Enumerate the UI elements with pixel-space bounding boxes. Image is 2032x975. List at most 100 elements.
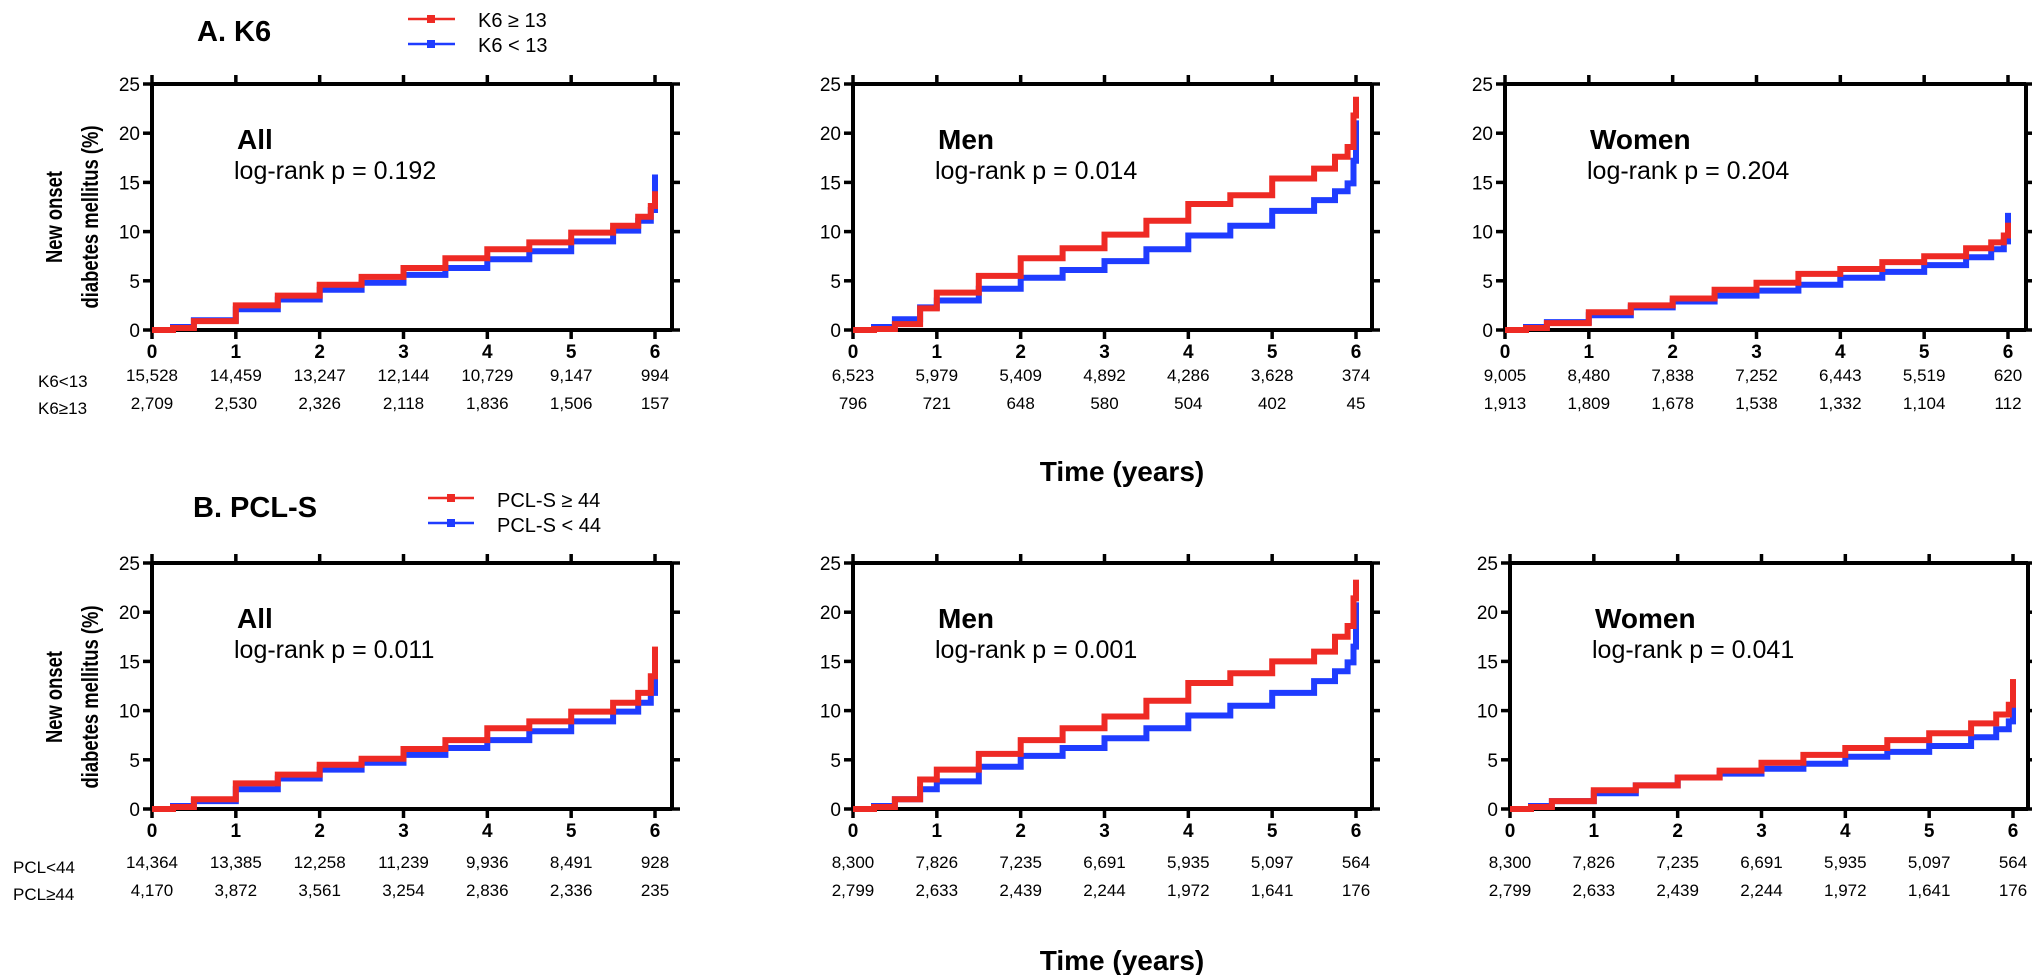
y-tick-label: 20	[1477, 603, 1498, 624]
at-risk-value: 45	[1347, 394, 1366, 413]
x-tick-label: 3	[1099, 821, 1110, 842]
at-risk-value: 2,439	[1656, 881, 1699, 900]
legend-b: PCL-S ≥ 44 PCL-S < 44	[428, 490, 601, 537]
y-tick-label: 5	[1487, 751, 1498, 772]
series-line-low	[853, 123, 1359, 333]
y-tick-label: 10	[119, 223, 140, 244]
at-risk-value: 176	[1999, 881, 2027, 900]
y-tick-label: 20	[119, 124, 140, 145]
at-risk-value: 2,836	[466, 881, 509, 900]
panel-title: Women	[1590, 124, 1691, 155]
at-risk-value: 2,709	[131, 394, 174, 413]
section-title-a: A. K6	[197, 16, 271, 48]
y-tick-label: 0	[830, 800, 841, 821]
at-risk-value: 5,935	[1167, 853, 1210, 872]
panel-title: Men	[938, 124, 994, 155]
x-tick-label: 4	[1835, 342, 1846, 363]
panel-annotation: log-rank p = 0.192	[234, 157, 436, 185]
legend-b-red-marker	[447, 494, 455, 502]
legend-b-blue-label: PCL-S < 44	[497, 515, 601, 537]
at-risk-value: 2,530	[215, 394, 258, 413]
at-risk-value: 2,633	[1573, 881, 1616, 900]
panel-title: All	[237, 124, 273, 155]
at-risk-value: 7,235	[1656, 853, 1699, 872]
x-tick-label: 6	[1351, 821, 1362, 842]
at-risk-value: 5,935	[1824, 853, 1867, 872]
series-line-high	[1510, 682, 2016, 812]
series-end-marker	[1353, 579, 1359, 586]
panel-title: Men	[938, 603, 994, 634]
panel-title: Women	[1595, 603, 1696, 634]
x-tick-label: 4	[1840, 821, 1851, 842]
at-risk-value: 3,561	[298, 881, 341, 900]
risk-row-label-a-1: K6<13	[38, 372, 88, 391]
x-tick-label: 1	[231, 821, 242, 842]
y-tick-label: 10	[119, 702, 140, 723]
x-tick-label: 2	[1672, 821, 1683, 842]
at-risk-value: 14,364	[126, 853, 178, 872]
y-tick-label: 5	[129, 272, 140, 293]
at-risk-value: 8,491	[550, 853, 593, 872]
at-risk-value: 11,239	[378, 853, 429, 872]
at-risk-value: 6,523	[832, 366, 875, 385]
series-line-low	[1510, 702, 2016, 812]
at-risk-value: 1,678	[1651, 394, 1694, 413]
at-risk-value: 7,826	[1573, 853, 1616, 872]
at-risk-value: 2,439	[999, 881, 1042, 900]
x-tick-label: 6	[1351, 342, 1362, 363]
y-tick-label: 15	[1477, 652, 1498, 673]
y-tick-label: 25	[820, 75, 841, 96]
at-risk-value: 1,104	[1903, 394, 1946, 413]
legend-a-blue-label: K6 < 13	[478, 35, 548, 57]
at-risk-value: 5,979	[916, 366, 959, 385]
at-risk-value: 2,244	[1740, 881, 1783, 900]
xlabel-a: Time (years)	[1040, 456, 1204, 487]
series-line-high	[152, 649, 658, 812]
x-tick-label: 4	[1183, 342, 1194, 363]
at-risk-value: 7,235	[999, 853, 1042, 872]
y-tick-label: 0	[129, 800, 140, 821]
panel-annotation: log-rank p = 0.011	[234, 636, 434, 664]
at-risk-value: 1,538	[1735, 394, 1778, 413]
panel-annotation: log-rank p = 0.204	[1587, 157, 1789, 185]
at-risk-value: 176	[1342, 881, 1370, 900]
x-tick-label: 3	[398, 342, 409, 363]
y-tick-label: 25	[119, 554, 140, 575]
at-risk-value: 5,097	[1908, 853, 1951, 872]
x-tick-label: 6	[650, 342, 661, 363]
series-end-marker	[2010, 679, 2016, 686]
y-tick-label: 5	[830, 272, 841, 293]
series-line-low	[152, 661, 658, 812]
x-tick-label: 0	[848, 342, 859, 363]
at-risk-value: 1,506	[550, 394, 593, 413]
legend-a-red-marker	[427, 15, 435, 23]
legend-a-red-label: K6 ≥ 13	[478, 10, 547, 32]
series-end-marker	[652, 174, 658, 181]
at-risk-value: 8,480	[1568, 366, 1611, 385]
at-risk-value: 1,913	[1484, 394, 1527, 413]
y-tick-label: 0	[830, 321, 841, 342]
at-risk-value: 15,528	[126, 366, 178, 385]
x-tick-label: 2	[1015, 342, 1026, 363]
y-tick-label: 15	[119, 652, 140, 673]
y-tick-label: 25	[1472, 75, 1493, 96]
y-tick-label: 15	[119, 173, 140, 194]
y-tick-label: 25	[820, 554, 841, 575]
at-risk-value: 928	[641, 853, 669, 872]
at-risk-value: 721	[923, 394, 951, 413]
x-tick-label: 0	[147, 821, 158, 842]
x-tick-label: 4	[482, 342, 493, 363]
at-risk-value: 3,254	[382, 881, 425, 900]
x-tick-label: 1	[1584, 342, 1595, 363]
at-risk-value: 504	[1174, 394, 1202, 413]
at-risk-value: 1,836	[466, 394, 509, 413]
at-risk-value: 4,286	[1167, 366, 1210, 385]
x-tick-label: 5	[1267, 342, 1278, 363]
at-risk-value: 1,332	[1819, 394, 1862, 413]
x-tick-label: 2	[1667, 342, 1678, 363]
at-risk-value: 2,799	[1489, 881, 1532, 900]
x-tick-label: 3	[1756, 821, 1767, 842]
legend-b-red-label: PCL-S ≥ 44	[497, 490, 600, 512]
risk-row-label-a-2: K6≥13	[38, 399, 87, 418]
